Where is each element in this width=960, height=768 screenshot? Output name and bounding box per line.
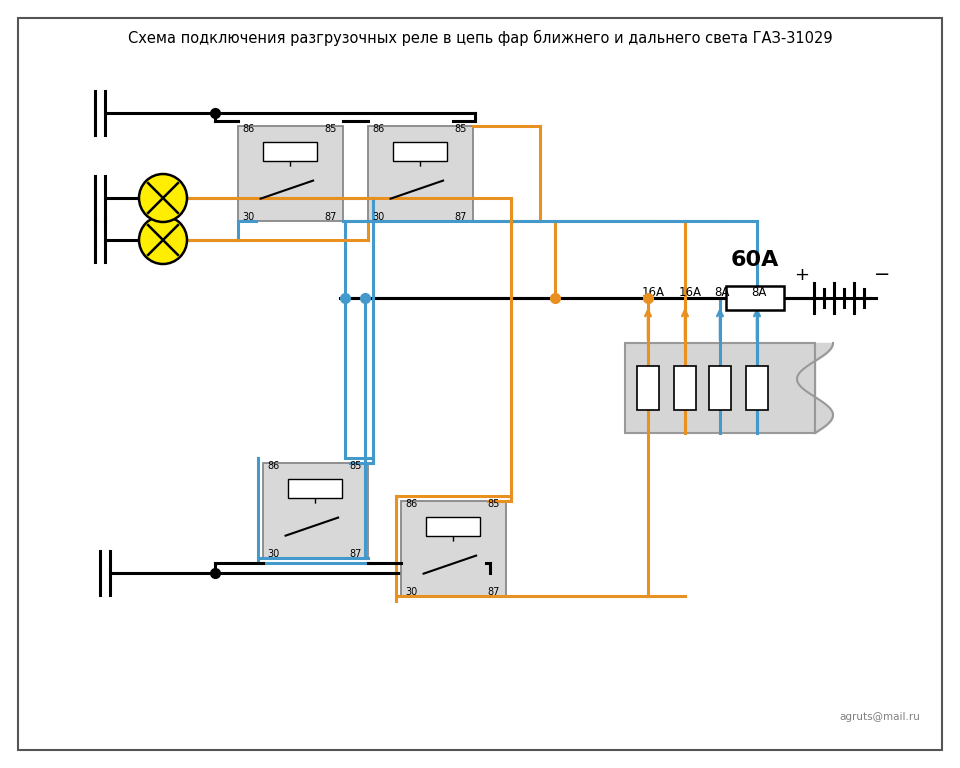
Text: 30: 30 xyxy=(243,212,254,222)
Text: 8А: 8А xyxy=(751,286,766,299)
Circle shape xyxy=(139,216,187,264)
Text: 86: 86 xyxy=(405,499,418,509)
Bar xyxy=(237,125,343,220)
Text: 85: 85 xyxy=(488,499,500,509)
Text: 8А: 8А xyxy=(714,286,730,299)
Bar xyxy=(262,462,368,558)
Text: 30: 30 xyxy=(372,212,385,222)
Text: agruts@mail.ru: agruts@mail.ru xyxy=(840,712,921,722)
Text: 16А: 16А xyxy=(642,286,665,299)
Bar xyxy=(709,366,731,410)
Text: 86: 86 xyxy=(372,124,385,134)
Text: 87: 87 xyxy=(454,212,467,222)
Bar xyxy=(746,366,768,410)
Bar xyxy=(368,125,472,220)
Bar xyxy=(637,366,659,410)
Bar xyxy=(674,366,696,410)
Bar xyxy=(263,141,318,161)
Text: 16А: 16А xyxy=(679,286,702,299)
Text: 87: 87 xyxy=(324,212,337,222)
Text: +: + xyxy=(795,266,809,284)
Text: 86: 86 xyxy=(243,124,254,134)
Text: 85: 85 xyxy=(349,462,362,472)
Text: 60А: 60А xyxy=(731,250,780,270)
Text: 30: 30 xyxy=(405,587,418,597)
Bar xyxy=(425,517,480,535)
Bar xyxy=(288,478,343,498)
Text: 85: 85 xyxy=(454,124,467,134)
Text: −: − xyxy=(874,265,890,284)
Text: Схема подключения разгрузочных реле в цепь фар ближнего и дальнего света ГАЗ-310: Схема подключения разгрузочных реле в це… xyxy=(128,30,832,46)
Text: 87: 87 xyxy=(488,587,500,597)
Text: 85: 85 xyxy=(324,124,337,134)
Text: 86: 86 xyxy=(268,462,279,472)
Text: 30: 30 xyxy=(268,548,279,558)
Text: 87: 87 xyxy=(349,548,362,558)
Bar xyxy=(400,501,506,595)
Bar xyxy=(625,343,815,433)
Circle shape xyxy=(139,174,187,222)
Bar xyxy=(726,286,784,310)
Bar xyxy=(393,141,447,161)
